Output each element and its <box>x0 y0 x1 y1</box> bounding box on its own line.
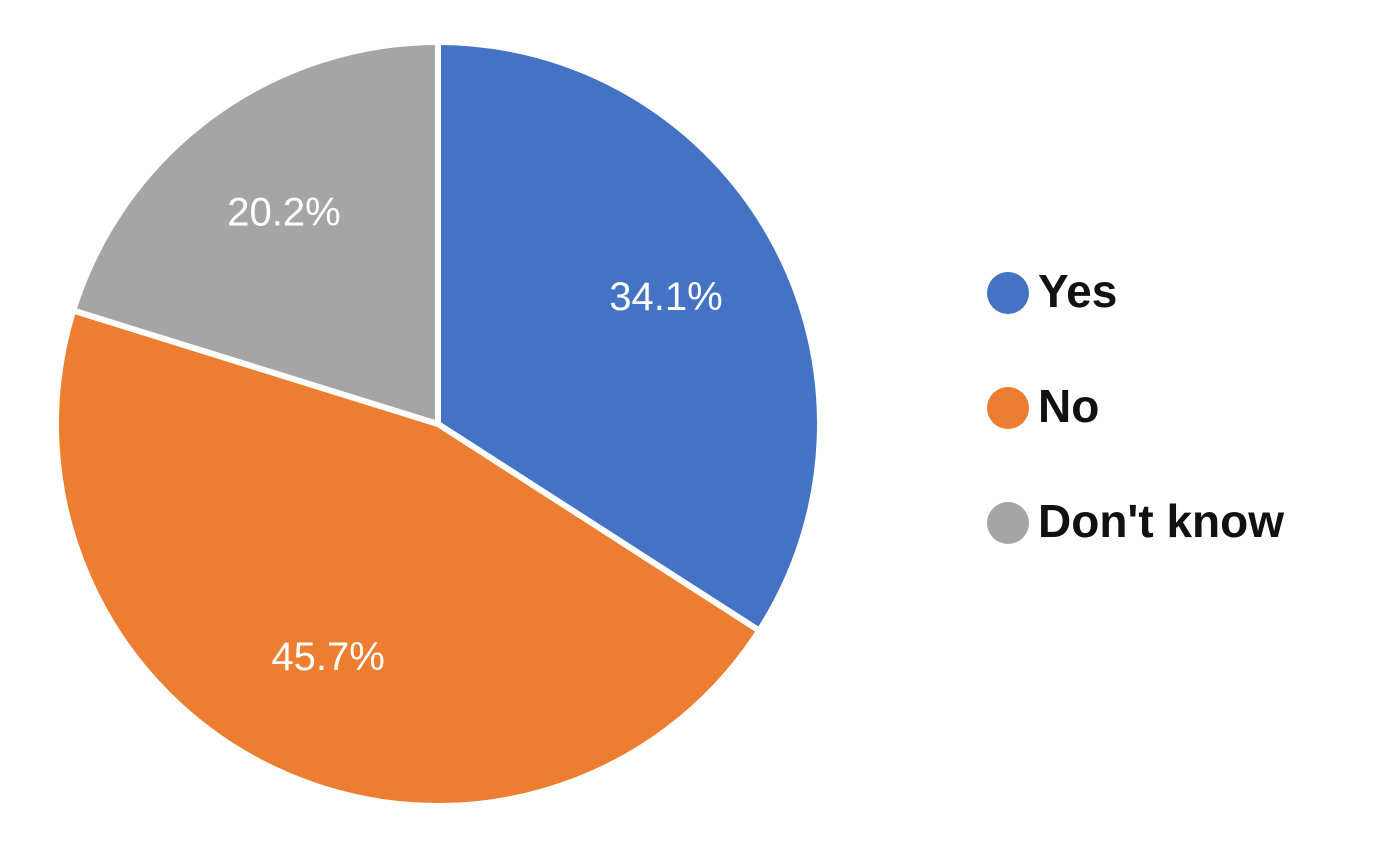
legend-label: No <box>1038 380 1099 432</box>
pie-slice <box>70 39 441 427</box>
legend-marker <box>987 272 1029 314</box>
data-label: 45.7% <box>271 635 384 679</box>
pie-slice <box>53 307 763 809</box>
legend-label: Yes <box>1038 265 1117 317</box>
data-label: 20.2% <box>227 190 340 234</box>
data-label: 34.1% <box>609 275 722 319</box>
legend-marker <box>987 387 1029 429</box>
legend-marker <box>987 502 1029 544</box>
legend-label: Don't know <box>1038 495 1284 547</box>
